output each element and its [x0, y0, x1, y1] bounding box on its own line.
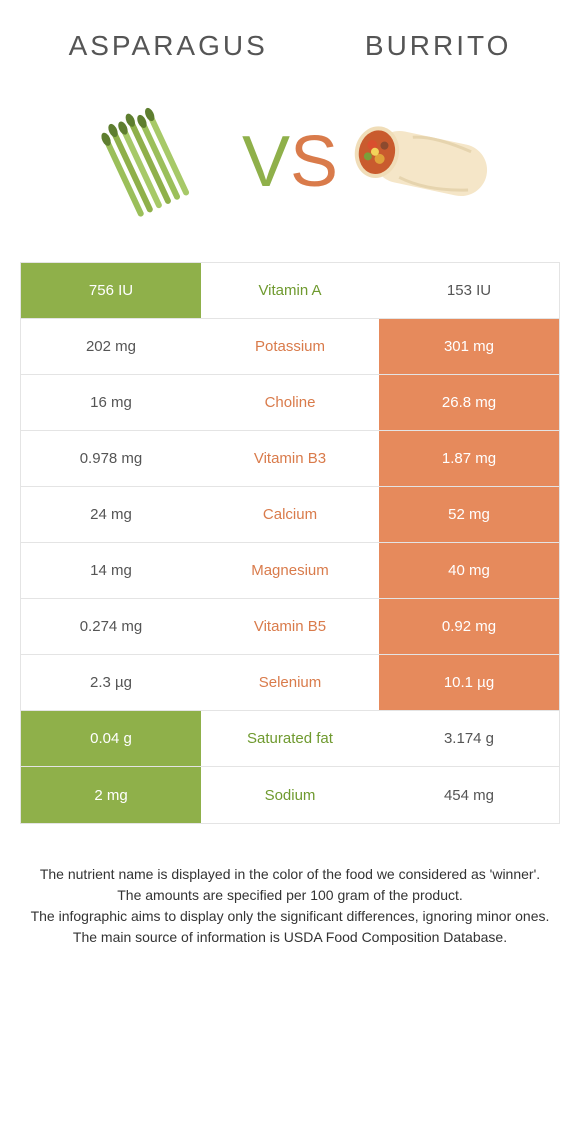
table-row: 756 IUVitamin A153 IU — [21, 263, 559, 319]
burrito-icon — [348, 107, 508, 217]
cell-nutrient-name: Calcium — [201, 487, 379, 542]
vs-v: V — [242, 126, 290, 198]
cell-left-value: 756 IU — [21, 263, 201, 318]
cell-right-value: 26.8 mg — [379, 375, 559, 430]
cell-right-value: 454 mg — [379, 767, 559, 823]
title-right: Burrito — [365, 30, 512, 62]
cell-nutrient-name: Saturated fat — [201, 711, 379, 766]
table-row: 0.978 mgVitamin B31.87 mg — [21, 431, 559, 487]
cell-right-value: 40 mg — [379, 543, 559, 598]
title-left: Asparagus — [69, 30, 268, 62]
table-row: 202 mgPotassium301 mg — [21, 319, 559, 375]
cell-right-value: 153 IU — [379, 263, 559, 318]
cell-right-value: 3.174 g — [379, 711, 559, 766]
footer-line4: The main source of information is USDA F… — [30, 927, 550, 948]
cell-left-value: 202 mg — [21, 319, 201, 374]
cell-left-value: 0.978 mg — [21, 431, 201, 486]
footer-line2: The amounts are specified per 100 gram o… — [30, 885, 550, 906]
table-row: 0.04 gSaturated fat3.174 g — [21, 711, 559, 767]
cell-right-value: 10.1 µg — [379, 655, 559, 710]
table-row: 0.274 mgVitamin B50.92 mg — [21, 599, 559, 655]
cell-right-value: 52 mg — [379, 487, 559, 542]
cell-left-value: 0.274 mg — [21, 599, 201, 654]
cell-nutrient-name: Vitamin B5 — [201, 599, 379, 654]
asparagus-image — [72, 102, 232, 222]
cell-left-value: 2.3 µg — [21, 655, 201, 710]
table-row: 16 mgCholine26.8 mg — [21, 375, 559, 431]
cell-nutrient-name: Selenium — [201, 655, 379, 710]
cell-right-value: 0.92 mg — [379, 599, 559, 654]
cell-nutrient-name: Vitamin B3 — [201, 431, 379, 486]
footer-line3: The infographic aims to display only the… — [30, 906, 550, 927]
header-row: Asparagus Burrito — [0, 0, 580, 72]
cell-left-value: 16 mg — [21, 375, 201, 430]
nutrient-table: 756 IUVitamin A153 IU202 mgPotassium301 … — [20, 262, 560, 824]
table-row: 14 mgMagnesium40 mg — [21, 543, 559, 599]
cell-right-value: 301 mg — [379, 319, 559, 374]
burrito-image — [348, 102, 508, 222]
table-row: 2 mgSodium454 mg — [21, 767, 559, 823]
images-row: VS — [0, 72, 580, 262]
cell-left-value: 14 mg — [21, 543, 201, 598]
cell-nutrient-name: Choline — [201, 375, 379, 430]
vs-label: VS — [242, 126, 338, 198]
footer-notes: The nutrient name is displayed in the co… — [0, 824, 580, 968]
cell-nutrient-name: Vitamin A — [201, 263, 379, 318]
cell-left-value: 2 mg — [21, 767, 201, 823]
cell-nutrient-name: Potassium — [201, 319, 379, 374]
asparagus-icon — [77, 107, 227, 217]
table-row: 2.3 µgSelenium10.1 µg — [21, 655, 559, 711]
table-row: 24 mgCalcium52 mg — [21, 487, 559, 543]
cell-left-value: 24 mg — [21, 487, 201, 542]
cell-left-value: 0.04 g — [21, 711, 201, 766]
cell-nutrient-name: Magnesium — [201, 543, 379, 598]
cell-right-value: 1.87 mg — [379, 431, 559, 486]
vs-s: S — [290, 126, 338, 198]
cell-nutrient-name: Sodium — [201, 767, 379, 823]
footer-line1: The nutrient name is displayed in the co… — [30, 864, 550, 885]
